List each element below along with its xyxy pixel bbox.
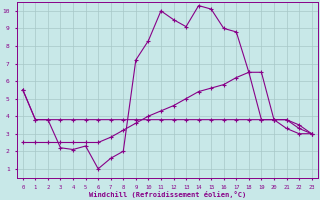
X-axis label: Windchill (Refroidissement éolien,°C): Windchill (Refroidissement éolien,°C) — [89, 191, 246, 198]
